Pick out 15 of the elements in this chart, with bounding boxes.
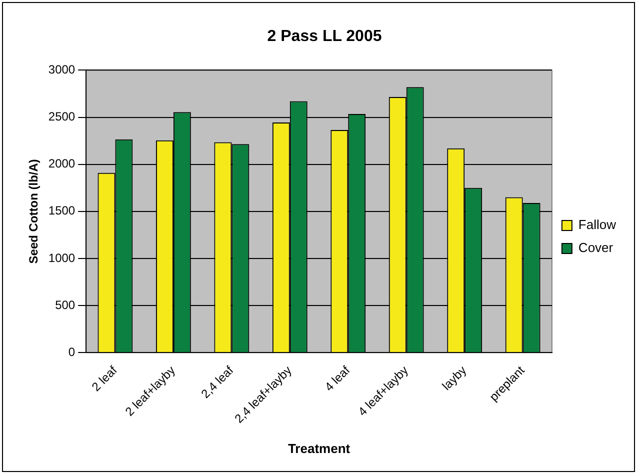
y-tick-label: 500 xyxy=(55,298,76,312)
x-tick-label: 2 leaf xyxy=(89,362,120,394)
x-axis-title: Treatment xyxy=(288,440,351,456)
y-tick-label: 2000 xyxy=(48,156,76,171)
legend-label: Cover xyxy=(578,240,614,256)
y-tick-label: 3000 xyxy=(48,62,76,77)
y-tick-label: 1500 xyxy=(48,204,76,218)
chart-title: 2 Pass LL 2005 xyxy=(267,28,382,46)
x-tick-label: 2,4 leaf xyxy=(198,362,237,402)
y-axis-title: Seed Cotton (lb/A) xyxy=(26,159,41,264)
legend-label: Fallow xyxy=(578,217,617,232)
y-tick-label: 2500 xyxy=(48,110,76,124)
y-tick-label: 1000 xyxy=(48,250,76,265)
x-tick-label: 4 leaf xyxy=(322,362,354,394)
y-tick-label: 0 xyxy=(68,344,76,359)
